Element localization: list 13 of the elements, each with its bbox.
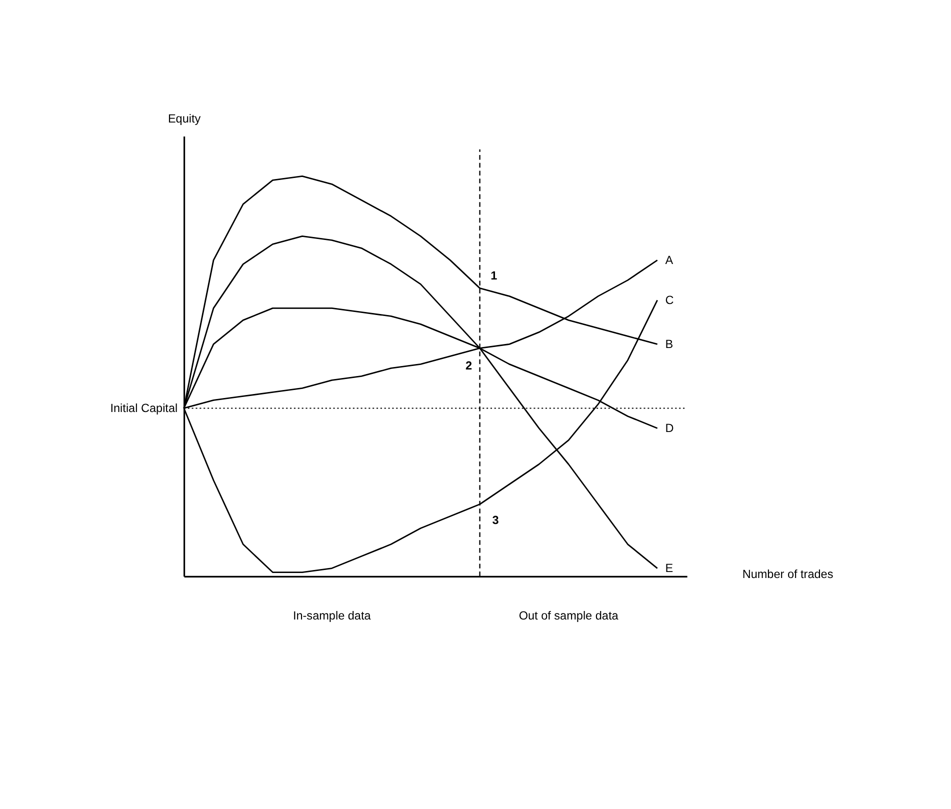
series-label: C [665,294,674,308]
ref-line-label: Initial Capital [110,402,178,416]
annotation: 2 [466,359,473,372]
series-label: A [665,254,674,268]
text: Out of sample data [518,610,619,622]
y-axis-title: Equity [168,112,201,126]
series-label: B [665,338,674,352]
series-label: E [665,562,674,576]
x-axis-title: Number of trades [742,568,834,582]
annotation: 3 [492,514,500,527]
series-label: D [665,422,674,436]
text: In-sample data [292,610,372,622]
annotation: 1 [490,270,498,283]
